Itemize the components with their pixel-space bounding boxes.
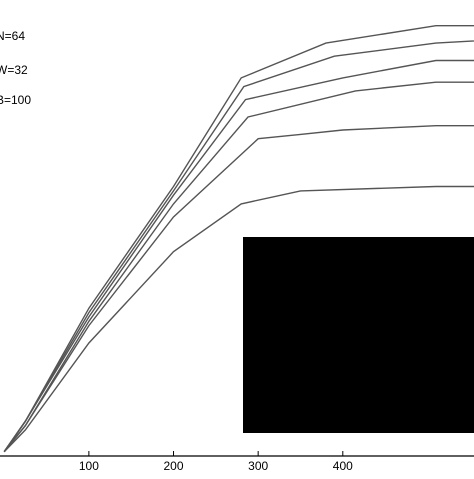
annotations: N=64 W=32 B=100 [0,29,31,107]
annotation-1: N=64 [0,29,25,43]
black-occlusion-box [243,237,474,433]
x-axis-ticks: 100 200 300 400 [79,451,353,473]
annotation-3: B=100 [0,93,31,107]
annotation-2: W=32 [0,63,28,77]
series-line-6 [3,185,474,453]
series-line-3 [3,59,474,453]
x-tick-label-300: 300 [248,459,268,473]
x-tick-label-400: 400 [333,459,353,473]
series-line-5 [3,124,474,453]
series-lines [3,25,474,453]
x-tick-label-200: 200 [164,459,184,473]
x-tick-label-100: 100 [79,459,99,473]
